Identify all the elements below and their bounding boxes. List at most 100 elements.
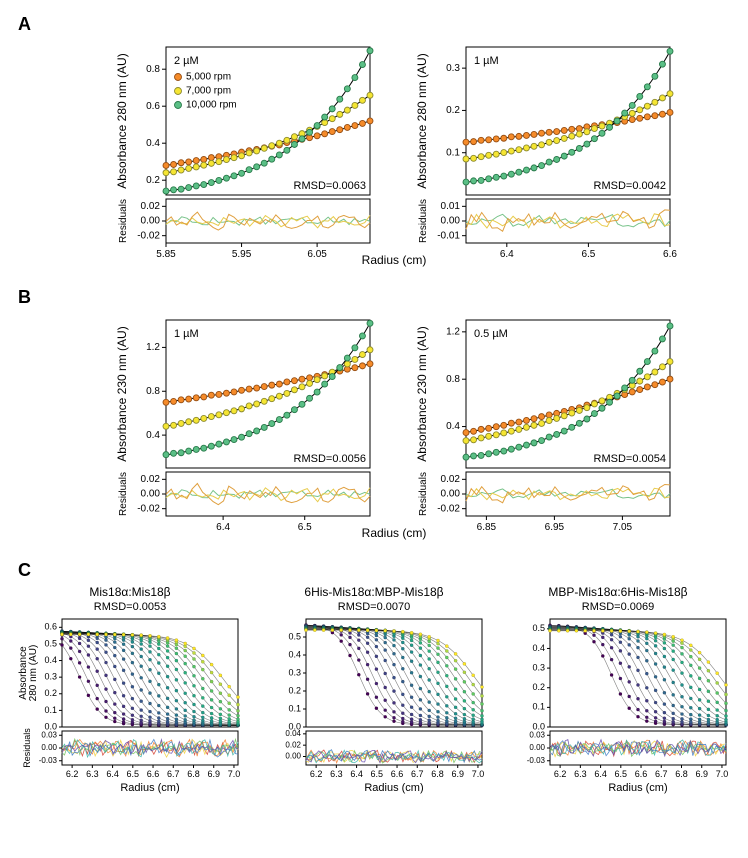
svg-text:-0.01: -0.01 — [437, 230, 460, 241]
svg-text:Absorbance 230 nm (AU): Absorbance 230 nm (AU) — [115, 326, 129, 461]
svg-text:6.9: 6.9 — [695, 769, 708, 779]
svg-text:6.5: 6.5 — [371, 769, 384, 779]
svg-text:6.95: 6.95 — [545, 522, 565, 533]
svg-text:7.0: 7.0 — [472, 769, 485, 779]
svg-text:Radius (cm): Radius (cm) — [608, 782, 667, 794]
svg-text:0.1: 0.1 — [288, 703, 301, 713]
svg-text:1 µM: 1 µM — [174, 328, 199, 340]
panel-C-subplot-2: 6His-Mis18α:MBP-Mis18β RMSD=0.0070 0.00.… — [260, 585, 488, 807]
panel-C-plot-1: 0.00.10.20.30.40.50.6-0.030.000.036.26.3… — [16, 615, 244, 807]
svg-text:6.85: 6.85 — [477, 522, 497, 533]
svg-text:5,000 rpm: 5,000 rpm — [186, 72, 231, 83]
svg-text:0.5: 0.5 — [532, 623, 545, 633]
panel-B-row: 0.40.81.21 µMRMSD=0.0056-0.020.000.026.4… — [58, 312, 730, 544]
svg-text:6.5: 6.5 — [298, 522, 312, 533]
svg-text:0.2: 0.2 — [446, 105, 460, 116]
svg-text:6.8: 6.8 — [431, 769, 444, 779]
svg-text:0.2: 0.2 — [532, 682, 545, 692]
svg-text:0.8: 0.8 — [146, 64, 160, 75]
svg-text:0.00: 0.00 — [141, 489, 161, 500]
svg-text:0.00: 0.00 — [285, 752, 301, 761]
svg-text:0.4: 0.4 — [146, 430, 160, 441]
panel-C-rmsd-2: RMSD=0.0070 — [260, 601, 488, 613]
svg-text:1 µM: 1 µM — [474, 55, 499, 67]
svg-text:Residuals: Residuals — [418, 472, 429, 516]
svg-text:0.6: 0.6 — [44, 622, 57, 632]
svg-text:Residuals: Residuals — [118, 199, 129, 243]
svg-text:7.0: 7.0 — [716, 769, 729, 779]
svg-text:6.6: 6.6 — [635, 769, 648, 779]
svg-text:RMSD=0.0063: RMSD=0.0063 — [294, 180, 366, 192]
svg-text:-0.02: -0.02 — [437, 503, 460, 514]
svg-text:6.4: 6.4 — [216, 522, 230, 533]
svg-text:-0.02: -0.02 — [137, 503, 160, 514]
panel-A-label: A — [18, 14, 730, 35]
svg-text:0.4: 0.4 — [532, 643, 545, 653]
svg-text:5.85: 5.85 — [156, 249, 176, 260]
svg-text:6.05: 6.05 — [307, 249, 327, 260]
svg-text:0.00: 0.00 — [529, 743, 545, 752]
svg-text:0.1: 0.1 — [44, 705, 57, 715]
svg-text:0.2: 0.2 — [146, 175, 160, 186]
svg-text:6.5: 6.5 — [581, 249, 595, 260]
svg-text:-0.02: -0.02 — [137, 230, 160, 241]
svg-text:6.4: 6.4 — [106, 769, 119, 779]
svg-text:Radius (cm): Radius (cm) — [120, 782, 179, 794]
svg-text:0.00: 0.00 — [141, 216, 161, 227]
svg-text:Absorbance 280 nm (AU): Absorbance 280 nm (AU) — [115, 53, 129, 188]
svg-text:6.3: 6.3 — [574, 769, 587, 779]
panel-A: A 0.20.40.60.82 µM5,000 rpm7,000 rpm10,0… — [18, 14, 730, 267]
panel-A-plot-2: 0.10.20.31 µMRMSD=0.0042-0.010.000.016.4… — [410, 39, 678, 271]
svg-text:6.9: 6.9 — [451, 769, 464, 779]
svg-text:2 µM: 2 µM — [174, 55, 199, 67]
svg-text:0.00: 0.00 — [41, 743, 57, 752]
svg-text:0.03: 0.03 — [529, 730, 545, 739]
svg-text:0.5: 0.5 — [44, 638, 57, 648]
svg-text:0.5 µM: 0.5 µM — [474, 328, 508, 340]
panel-C-subplot-3: MBP-Mis18α:6His-Mis18β RMSD=0.0069 0.00.… — [504, 585, 732, 807]
svg-text:0.5: 0.5 — [288, 631, 301, 641]
svg-text:6.6: 6.6 — [147, 769, 160, 779]
svg-text:0.2: 0.2 — [44, 688, 57, 698]
svg-text:7,000 rpm: 7,000 rpm — [186, 86, 231, 97]
svg-text:RMSD=0.0042: RMSD=0.0042 — [594, 180, 666, 192]
panel-B-plot-1: 0.40.81.21 µMRMSD=0.0056-0.020.000.026.4… — [110, 312, 378, 544]
svg-text:0.03: 0.03 — [41, 730, 57, 739]
svg-text:6.3: 6.3 — [330, 769, 343, 779]
panel-A-row: 0.20.40.60.82 µM5,000 rpm7,000 rpm10,000… — [58, 39, 730, 271]
svg-text:6.4: 6.4 — [500, 249, 514, 260]
svg-text:6.9: 6.9 — [207, 769, 220, 779]
panel-C-label: C — [18, 560, 730, 581]
svg-text:0.00: 0.00 — [441, 216, 461, 227]
svg-text:Absorbance 280 nm (AU): Absorbance 280 nm (AU) — [415, 53, 429, 188]
svg-text:6.5: 6.5 — [127, 769, 140, 779]
svg-text:0.01: 0.01 — [441, 201, 461, 212]
svg-text:6.6: 6.6 — [663, 249, 677, 260]
svg-text:0.02: 0.02 — [141, 474, 161, 485]
panel-C-rmsd-3: RMSD=0.0069 — [504, 601, 732, 613]
panel-C: C Mis18α:Mis18β RMSD=0.0053 0.00.10.20.3… — [18, 560, 730, 807]
svg-text:RMSD=0.0054: RMSD=0.0054 — [594, 453, 666, 465]
svg-text:1.2: 1.2 — [446, 326, 460, 337]
svg-text:0.4: 0.4 — [446, 421, 460, 432]
svg-text:Radius (cm): Radius (cm) — [364, 782, 423, 794]
panel-B: B 0.40.81.21 µMRMSD=0.0056-0.020.000.026… — [18, 287, 730, 540]
svg-text:6.5: 6.5 — [615, 769, 628, 779]
panel-C-plot-3: 0.00.10.20.30.40.5-0.030.000.036.26.36.4… — [504, 615, 732, 807]
panel-C-title-1: Mis18α:Mis18β — [16, 585, 244, 599]
svg-text:0.00: 0.00 — [441, 489, 461, 500]
svg-text:5.95: 5.95 — [232, 249, 252, 260]
panel-C-title-3: MBP-Mis18α:6His-Mis18β — [504, 585, 732, 599]
svg-text:0.04: 0.04 — [285, 729, 301, 738]
svg-text:6.8: 6.8 — [187, 769, 200, 779]
panel-C-title-2: 6His-Mis18α:MBP-Mis18β — [260, 585, 488, 599]
svg-text:1.2: 1.2 — [146, 342, 160, 353]
panel-B-label: B — [18, 287, 730, 308]
panel-B-plot-2: 0.40.81.20.5 µMRMSD=0.0054-0.020.000.026… — [410, 312, 678, 544]
svg-text:6.4: 6.4 — [594, 769, 607, 779]
svg-text:0.02: 0.02 — [141, 201, 161, 212]
svg-text:Residuals: Residuals — [118, 472, 129, 516]
svg-text:6.6: 6.6 — [391, 769, 404, 779]
svg-text:0.4: 0.4 — [288, 649, 301, 659]
panel-C-rmsd-1: RMSD=0.0053 — [16, 601, 244, 613]
